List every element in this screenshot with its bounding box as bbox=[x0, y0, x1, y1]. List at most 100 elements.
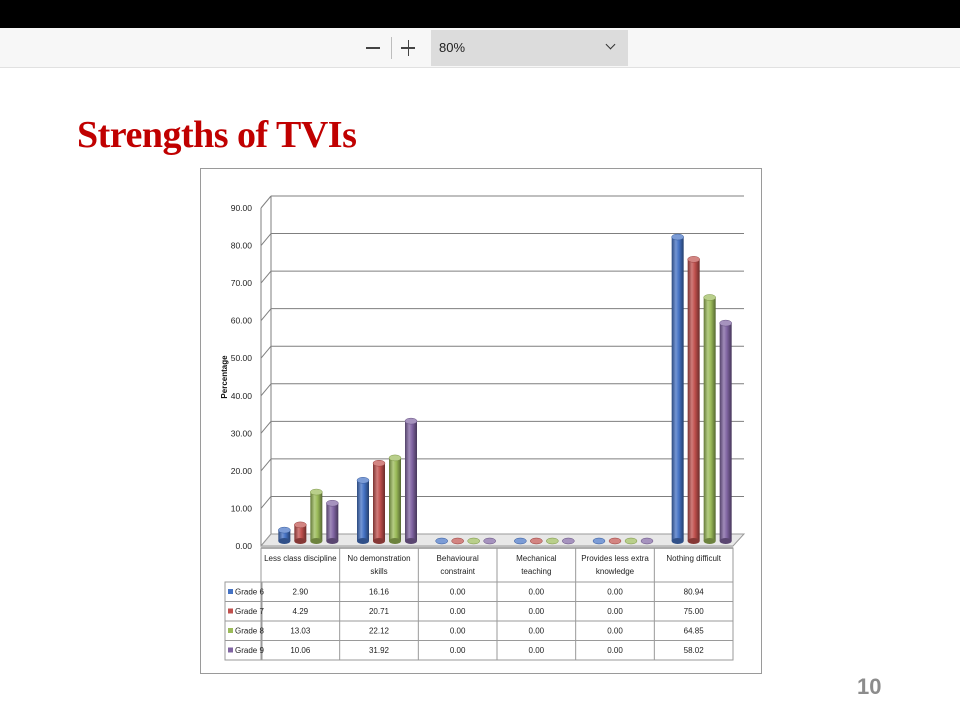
bar-top bbox=[467, 537, 480, 545]
bar bbox=[671, 237, 684, 541]
zoom-level-dropdown[interactable]: 80% bbox=[431, 30, 628, 66]
table-cell-value: 0.00 bbox=[450, 607, 466, 616]
bar-base bbox=[294, 538, 307, 544]
bar-base bbox=[373, 538, 385, 544]
table-cell-value: 0.00 bbox=[607, 588, 623, 597]
bar-base bbox=[671, 538, 684, 544]
bar bbox=[278, 530, 291, 541]
table-cell-value: 20.71 bbox=[369, 607, 390, 616]
zoom-out-button[interactable] bbox=[362, 36, 384, 60]
bar bbox=[719, 323, 732, 541]
legend-series-name: Grade 7 bbox=[235, 607, 264, 616]
table-cell-value: 0.00 bbox=[450, 646, 466, 655]
bar-top bbox=[514, 537, 527, 545]
zoom-level-value: 80% bbox=[439, 40, 466, 55]
table-cell-value: 0.00 bbox=[529, 627, 545, 636]
x-category-label: skills bbox=[370, 567, 387, 576]
table-cell-value: 4.29 bbox=[293, 607, 309, 616]
bar-base bbox=[357, 538, 369, 544]
x-category-label: Behavioural bbox=[437, 554, 479, 563]
bar-top bbox=[451, 537, 464, 545]
gridline-side bbox=[260, 233, 272, 246]
x-category-label: constraint bbox=[440, 567, 475, 576]
bar-top bbox=[294, 521, 307, 529]
y-tick-label: 10.00 bbox=[231, 503, 253, 513]
bar-top bbox=[388, 454, 402, 462]
bar-base bbox=[405, 538, 417, 544]
x-category-label: Provides less extra bbox=[581, 554, 649, 563]
bar bbox=[405, 421, 417, 541]
bar-top bbox=[483, 537, 496, 545]
table-cell-value: 0.00 bbox=[607, 607, 623, 616]
table-cell-value: 0.00 bbox=[450, 588, 466, 597]
gridline-side bbox=[260, 195, 272, 209]
bar bbox=[326, 503, 339, 541]
bar-top bbox=[530, 537, 543, 545]
x-category-label: knowledge bbox=[596, 567, 635, 576]
table-cell-value: 58.02 bbox=[684, 646, 705, 655]
y-axis-title: Percentage bbox=[220, 355, 229, 399]
table-cell-value: 10.06 bbox=[290, 646, 311, 655]
table-cell-value: 0.00 bbox=[607, 646, 623, 655]
table-cell-value: 0.00 bbox=[529, 646, 545, 655]
bar-top bbox=[687, 256, 700, 263]
legend-swatch bbox=[228, 628, 233, 633]
y-tick-label: 0.00 bbox=[235, 541, 252, 551]
legend-swatch bbox=[228, 608, 233, 614]
y-tick-label: 60.00 bbox=[231, 316, 253, 326]
x-category-label: No demonstration bbox=[347, 554, 410, 563]
table-cell-value: 31.92 bbox=[369, 646, 390, 655]
zoom-in-button[interactable] bbox=[397, 36, 419, 60]
page-number: 10 bbox=[857, 674, 882, 699]
y-tick-label: 80.00 bbox=[231, 241, 253, 251]
bar-top bbox=[671, 233, 684, 241]
gridline-side bbox=[260, 345, 272, 359]
bar-base bbox=[389, 538, 401, 544]
bar-chart: 0.00 10.00 20.00 30.00 40.00 50.00 60.00 70.00 8… bbox=[220, 195, 746, 661]
y-tick-label: 50.00 bbox=[231, 353, 253, 363]
gridline-side bbox=[260, 421, 272, 434]
bar bbox=[310, 492, 323, 541]
bar-top bbox=[608, 537, 622, 545]
bar bbox=[373, 463, 385, 541]
table-cell-value: 16.16 bbox=[369, 588, 390, 597]
y-tick-label: 30.00 bbox=[231, 428, 253, 438]
bar-top bbox=[546, 537, 559, 545]
viewer-toolbar: 80% bbox=[0, 28, 960, 68]
table-cell-value: 22.12 bbox=[369, 627, 390, 636]
legend-swatch bbox=[228, 589, 233, 594]
table-cell-value: 0.00 bbox=[529, 588, 545, 597]
table-cell-value: 64.85 bbox=[684, 627, 705, 636]
bar-base bbox=[703, 538, 716, 544]
bar-top bbox=[326, 499, 339, 507]
y-tick-label: 70.00 bbox=[231, 278, 253, 288]
bar-top bbox=[703, 294, 716, 301]
bar bbox=[703, 297, 716, 541]
table-cell-value: 0.00 bbox=[450, 627, 466, 636]
table-cell-value: 0.00 bbox=[607, 627, 623, 636]
bar-top bbox=[435, 537, 448, 545]
bar-top bbox=[592, 537, 606, 545]
table-cell-value: 2.90 bbox=[293, 588, 309, 597]
gridline-side bbox=[260, 496, 272, 509]
bar bbox=[687, 259, 700, 541]
bar-top bbox=[278, 526, 291, 534]
bar bbox=[294, 524, 307, 541]
toolbar-divider bbox=[391, 37, 392, 59]
gridline-side bbox=[260, 383, 272, 397]
bar-base bbox=[310, 538, 323, 544]
x-category-label: Nothing difficult bbox=[666, 554, 721, 563]
bar-base bbox=[719, 538, 732, 544]
legend-series-name: Grade 9 bbox=[235, 646, 264, 655]
table-cell-value: 13.03 bbox=[290, 627, 311, 636]
gridline-side bbox=[260, 308, 272, 321]
y-tick-label: 20.00 bbox=[231, 466, 253, 476]
legend-series-name: Grade 6 bbox=[235, 588, 264, 597]
slide-title: Strengths of TVIs bbox=[77, 114, 357, 156]
table-cell-value: 80.94 bbox=[684, 588, 705, 597]
x-category-label: teaching bbox=[521, 567, 551, 576]
legend-swatch bbox=[228, 647, 233, 653]
bar-top bbox=[310, 488, 323, 496]
bar-top bbox=[719, 319, 732, 327]
bar-base bbox=[326, 538, 339, 544]
